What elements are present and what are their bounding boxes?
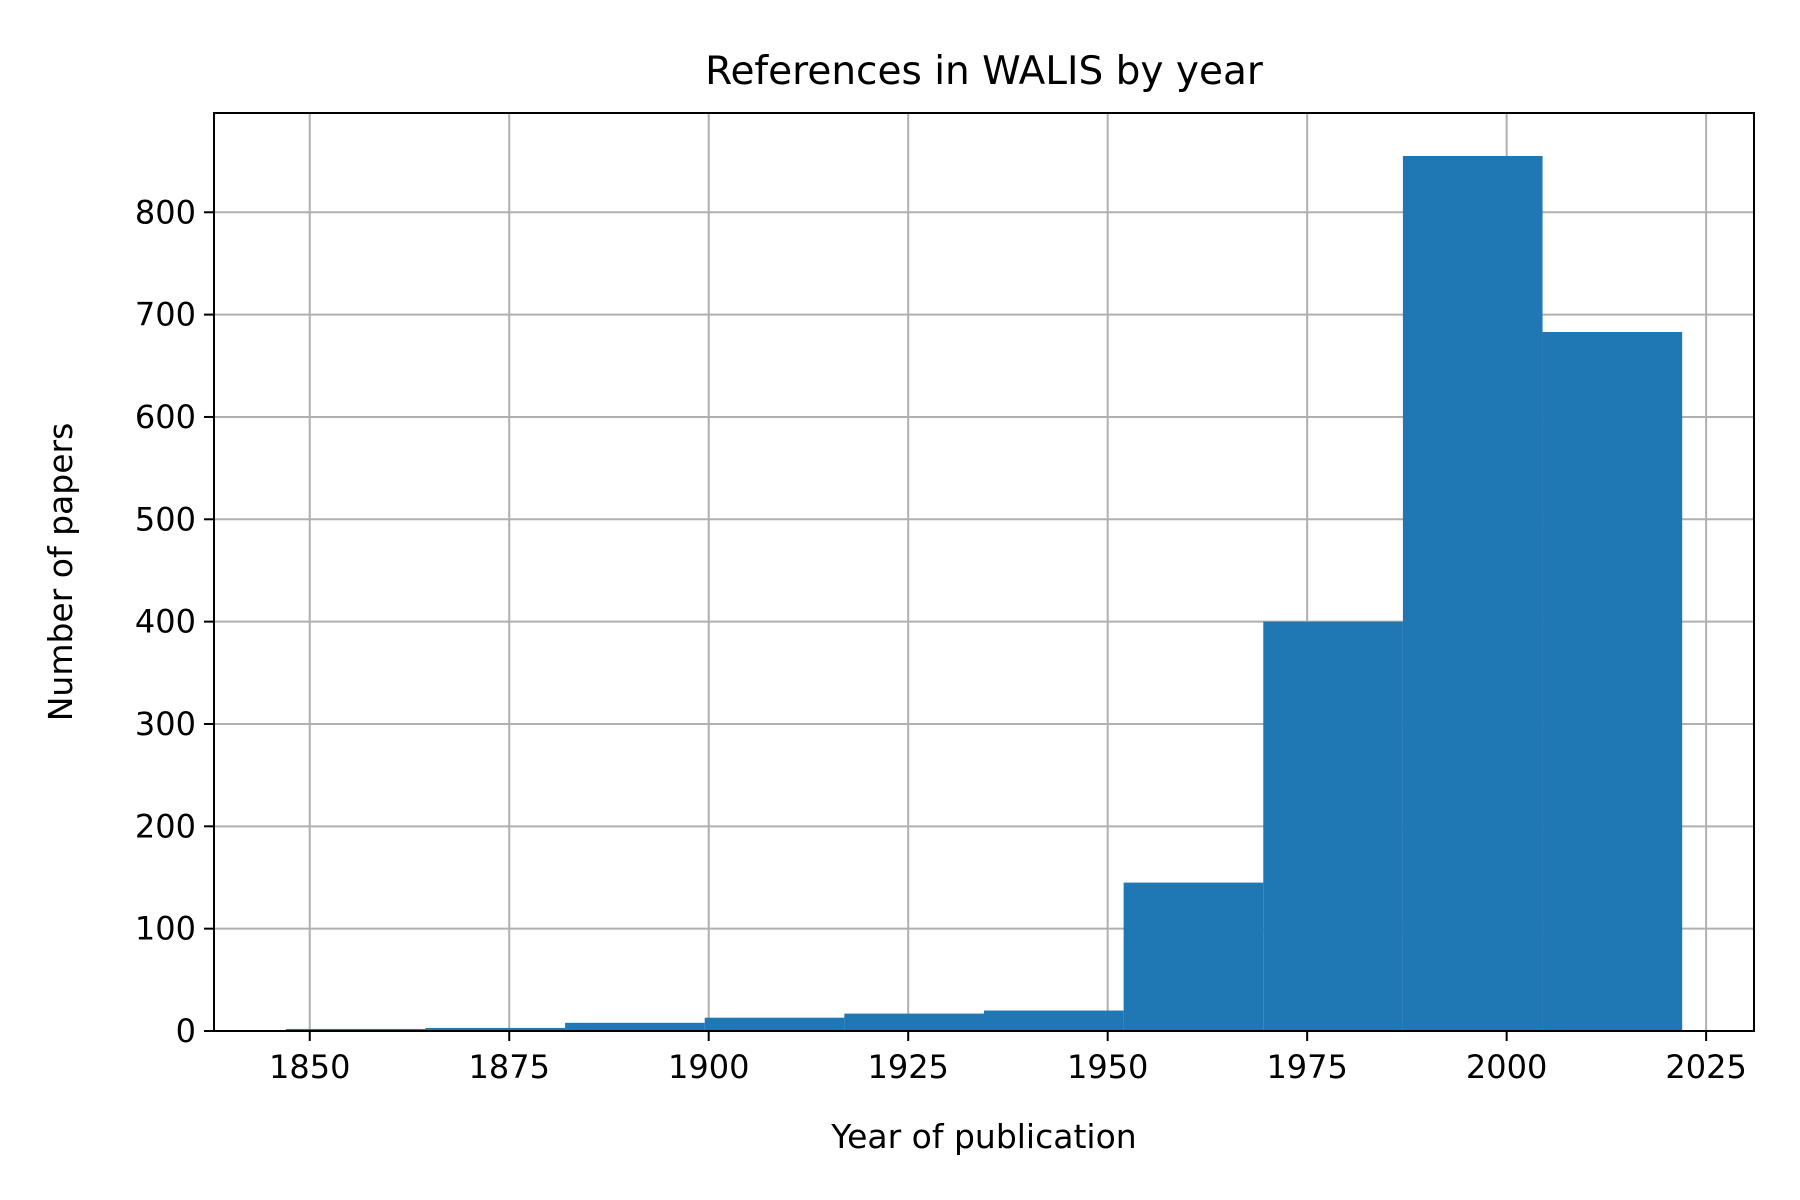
x-tick-label: 1900 <box>668 1048 749 1086</box>
y-tick-label: 0 <box>176 1012 196 1050</box>
plot-frame <box>213 112 1755 1032</box>
x-axis-label: Year of publication <box>830 1117 1136 1156</box>
chart-title: References in WALIS by year <box>705 49 1264 94</box>
y-tick-label: 400 <box>135 603 196 641</box>
y-tick-label: 300 <box>135 705 196 743</box>
x-tick-label: 1875 <box>469 1048 550 1086</box>
histogram-bar <box>844 1013 984 1031</box>
histogram-bar <box>285 1028 426 1031</box>
y-tick-label: 100 <box>135 910 196 948</box>
x-tick-label: 1950 <box>1067 1048 1148 1086</box>
y-tick-label: 200 <box>135 807 196 845</box>
x-tick-label: 2025 <box>1665 1048 1746 1086</box>
histogram-bar <box>425 1027 566 1031</box>
histogram-bar <box>1402 155 1543 1031</box>
x-tick-label: 1925 <box>867 1048 948 1086</box>
histogram-bar <box>1542 332 1683 1032</box>
y-tick-label: 500 <box>135 500 196 538</box>
histogram-bar <box>1123 882 1264 1031</box>
y-tick-label: 600 <box>135 398 196 436</box>
histogram-bars <box>285 155 1683 1032</box>
axis-ticks: 1850 1875 1900 1925 1950 1975 2000 2025 0 100 200 3… <box>135 193 1747 1086</box>
y-tick-label: 700 <box>135 296 196 334</box>
histogram-bar <box>1263 621 1403 1031</box>
x-tick-label: 1975 <box>1266 1048 1347 1086</box>
y-axis-label: Number of papers <box>41 423 80 722</box>
histogram-bar <box>565 1022 705 1031</box>
histogram-bar <box>984 1010 1124 1031</box>
x-tick-label: 1850 <box>269 1048 350 1086</box>
histogram-bar <box>704 1017 845 1031</box>
y-tick-label: 800 <box>135 193 196 231</box>
x-tick-label: 2000 <box>1466 1048 1547 1086</box>
